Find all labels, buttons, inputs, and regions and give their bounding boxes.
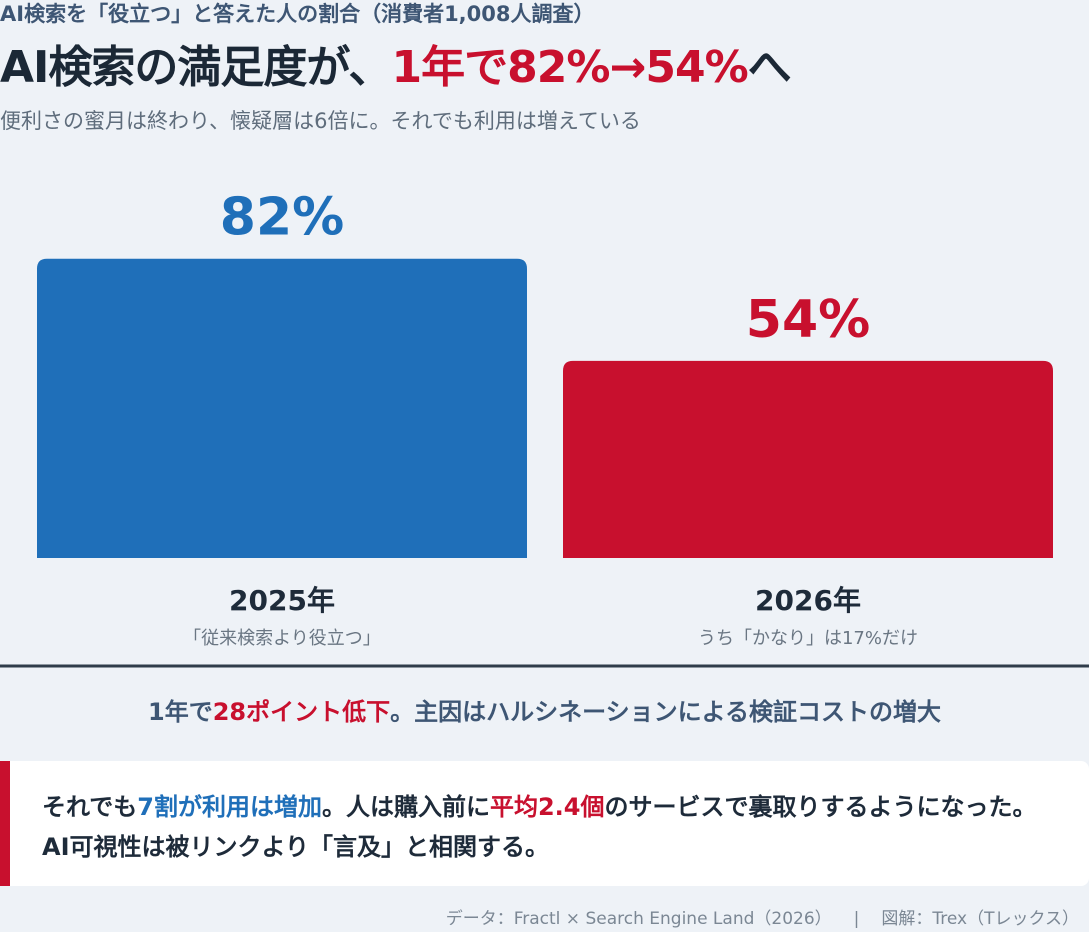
summary-line: 1年で28ポイント低下。主因はハルシネーションによる検証コストの増大 xyxy=(0,694,1089,730)
category-label-1: 2025年 xyxy=(229,584,335,617)
footer: データ：Fractl × Search Engine Land（2026） | 図解… xyxy=(446,906,1079,932)
chart-kicker: AI検索を「役立つ」と答えた人の割合（消費者1,008人調査） xyxy=(0,2,595,26)
callout-part3: のサービスで裏取りするようになった。AI可視性は被リンクより「言及」と相関する。 xyxy=(42,793,1037,861)
footer-source: データ：Fractl × Search Engine Land（2026） xyxy=(445,909,832,929)
callout-red-highlight: 平均2.4個 xyxy=(489,793,605,821)
footer-separator: | xyxy=(853,909,860,929)
callout-box: それでも7割が利用は増加。人は購入前に平均2.4個のサービスで裏取りするようにな… xyxy=(0,761,1089,886)
bar-value-label-2: 54% xyxy=(746,290,870,350)
headline-lead: AI検索の満足度が、 xyxy=(0,42,393,93)
footer-credit: 図解：Trex（Tレックス） xyxy=(881,909,1079,929)
callout-blue-highlight: 7割が利用は増加 xyxy=(137,793,322,821)
subtitle: 便利さの蜜月は終わり、懐疑層は6倍に。それでも利用は増えている xyxy=(0,109,641,133)
headline: AI検索の満足度が、1年で82%→54%へ xyxy=(0,38,792,98)
callout-part2: 。人は購入前に xyxy=(321,793,490,821)
summary-part1: 1年で xyxy=(148,698,213,726)
category-note-1: 「従来検索より役立つ」 xyxy=(183,628,381,649)
callout-part1: それでも xyxy=(42,793,138,821)
category-label-2: 2026年 xyxy=(755,584,861,617)
summary-highlight: 28ポイント低下 xyxy=(212,698,391,726)
summary-part2: 。主因はハルシネーションによる検証コストの増大 xyxy=(390,698,941,726)
bar-2 xyxy=(563,360,1053,558)
category-note-2: うち「かなり」は17%だけ xyxy=(698,628,918,649)
bar-1 xyxy=(37,258,527,558)
bar-value-label-1: 82% xyxy=(220,188,344,248)
headline-highlight: 1年で82%→54% xyxy=(391,42,749,93)
headline-tail: へ xyxy=(747,42,792,93)
